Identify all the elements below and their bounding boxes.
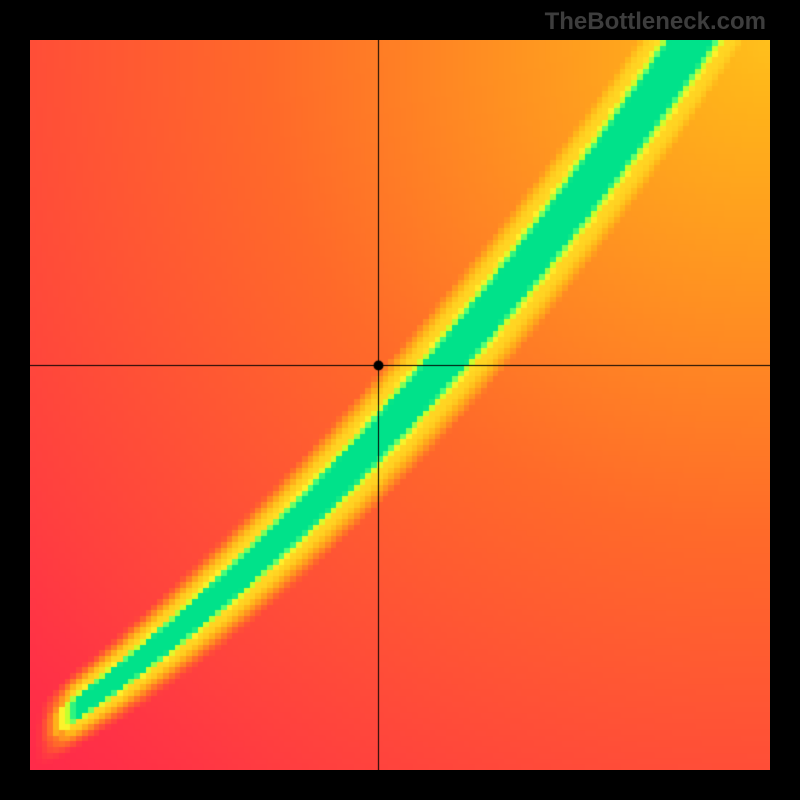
attribution-text: TheBottleneck.com	[545, 8, 766, 36]
chart-container: TheBottleneck.com	[0, 0, 800, 800]
bottleneck-heatmap	[30, 40, 770, 770]
